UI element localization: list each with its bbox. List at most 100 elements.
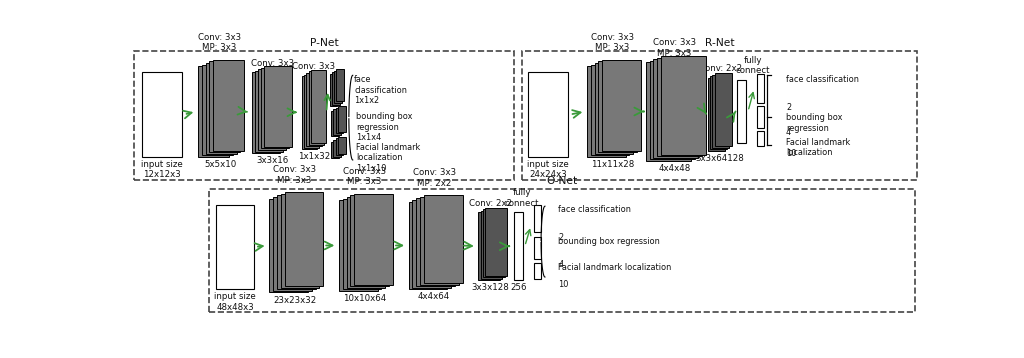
Bar <box>255 71 283 151</box>
Bar <box>331 111 339 136</box>
Bar <box>264 66 292 147</box>
Bar <box>343 198 381 289</box>
Bar <box>646 62 690 161</box>
Bar <box>514 212 523 280</box>
Bar <box>350 195 389 286</box>
Text: Conv: 3x3: Conv: 3x3 <box>251 59 294 68</box>
Bar <box>331 141 339 159</box>
Text: R-Net: R-Net <box>705 38 734 48</box>
Bar <box>276 195 315 289</box>
Bar <box>483 209 505 277</box>
Bar <box>602 60 641 151</box>
Text: O-Net: O-Net <box>547 176 578 186</box>
Bar <box>595 63 633 154</box>
Text: 3x3x16: 3x3x16 <box>256 156 289 165</box>
Bar <box>337 69 344 101</box>
Bar <box>269 198 308 292</box>
Bar <box>334 140 341 157</box>
Bar <box>587 66 626 157</box>
Bar <box>334 71 342 103</box>
Bar <box>424 195 463 283</box>
Text: 4
Facial landmark
localization: 4 Facial landmark localization <box>786 128 850 158</box>
Text: 2
bounding box
regression: 2 bounding box regression <box>786 103 843 133</box>
Bar <box>258 69 286 150</box>
Text: Facial landmark localization: Facial landmark localization <box>558 263 672 272</box>
Bar <box>209 62 241 152</box>
Bar <box>134 51 514 180</box>
Bar <box>713 74 729 148</box>
Text: Conv: 3x3
MP: 3x3: Conv: 3x3 MP: 3x3 <box>343 167 386 186</box>
Bar <box>302 76 317 149</box>
Text: fully
connect: fully connect <box>735 56 770 75</box>
Text: Conv: 3x3: Conv: 3x3 <box>293 62 336 72</box>
Bar <box>306 73 322 146</box>
Bar <box>281 194 319 288</box>
Bar <box>273 197 311 291</box>
Bar <box>662 56 707 155</box>
Text: input size
48x48x3: input size 48x48x3 <box>214 292 256 312</box>
Bar <box>758 106 764 128</box>
Text: face classification: face classification <box>786 75 859 84</box>
Bar <box>209 189 914 313</box>
Text: fully
connect: fully connect <box>505 188 539 208</box>
Bar <box>409 202 447 289</box>
Bar <box>591 64 630 155</box>
Bar <box>354 194 393 285</box>
Text: Conv: 3x3
MP: 3x3: Conv: 3x3 MP: 3x3 <box>273 165 316 185</box>
Text: 10: 10 <box>786 149 797 158</box>
Bar <box>261 68 289 149</box>
Text: 3x3x64128: 3x3x64128 <box>695 154 743 163</box>
Bar <box>598 62 637 152</box>
Bar <box>142 72 182 157</box>
Text: 2: 2 <box>558 233 563 242</box>
Text: 4: 4 <box>558 260 563 269</box>
Text: 5x5x10: 5x5x10 <box>205 160 238 169</box>
Text: 10: 10 <box>558 280 568 289</box>
Bar <box>338 106 346 131</box>
Bar <box>535 237 541 258</box>
Text: 256: 256 <box>510 283 527 292</box>
Bar <box>715 73 732 146</box>
Bar <box>535 205 541 232</box>
Bar <box>252 72 280 153</box>
Text: face
classification
1x1x2: face classification 1x1x2 <box>354 75 408 105</box>
Bar <box>649 61 694 159</box>
Bar <box>336 139 343 155</box>
Bar <box>485 208 507 276</box>
Bar <box>338 137 346 154</box>
Text: bounding box
regression
1x1x4: bounding box regression 1x1x4 <box>356 112 413 142</box>
Bar <box>308 72 324 145</box>
Bar <box>339 200 378 291</box>
Text: Facial landmark
localization
1x1x10: Facial landmark localization 1x1x10 <box>356 143 420 173</box>
Bar <box>528 72 568 157</box>
Bar <box>417 198 455 286</box>
Bar <box>737 80 746 143</box>
Bar <box>653 59 698 158</box>
Text: input size
12x12x3: input size 12x12x3 <box>141 160 183 179</box>
Text: face classification: face classification <box>558 205 631 214</box>
Text: 4x4x64: 4x4x64 <box>418 292 451 301</box>
Text: 1x1x32: 1x1x32 <box>298 152 330 161</box>
Text: Conv: 3x3
MP: 2x2: Conv: 3x3 MP: 2x2 <box>413 168 456 188</box>
Bar <box>420 197 459 285</box>
Text: bounding box regression: bounding box regression <box>558 237 660 246</box>
Text: 11x11x28: 11x11x28 <box>591 160 634 169</box>
Bar <box>521 51 916 180</box>
Bar <box>346 197 385 288</box>
Bar <box>413 200 452 288</box>
Bar <box>336 108 343 133</box>
Bar <box>213 60 245 151</box>
Bar <box>535 263 541 279</box>
Bar <box>758 74 764 103</box>
Text: P-Net: P-Net <box>309 38 339 48</box>
Bar <box>202 64 232 155</box>
Text: Conv: 3x3
MP: 3x3: Conv: 3x3 MP: 3x3 <box>198 33 241 52</box>
Bar <box>332 72 340 105</box>
Bar <box>708 78 725 151</box>
Text: Conv: 3x3
MP: 3x3: Conv: 3x3 MP: 3x3 <box>591 33 634 52</box>
Bar <box>657 58 702 156</box>
Bar <box>758 131 764 146</box>
Text: Conv: 2x2: Conv: 2x2 <box>469 199 512 208</box>
Text: input size
24x24x3: input size 24x24x3 <box>527 160 569 179</box>
Text: Conv: 3x3
MP: 3x3: Conv: 3x3 MP: 3x3 <box>653 38 696 58</box>
